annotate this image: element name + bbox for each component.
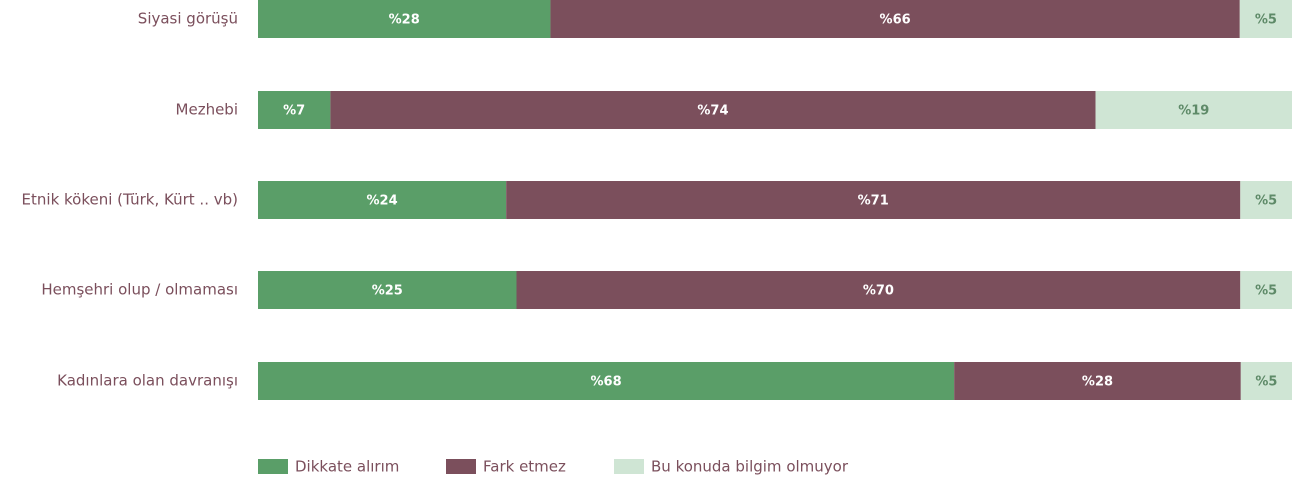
legend-label: Bu konuda bilgim olmuyor xyxy=(651,458,849,476)
value-label: %5 xyxy=(1255,194,1277,209)
bar-segment xyxy=(1240,181,1292,219)
value-label: %5 xyxy=(1255,284,1277,299)
bar-segment xyxy=(1240,362,1292,400)
legend-swatch xyxy=(614,459,644,474)
legend-label: Fark etmez xyxy=(483,458,566,476)
bar-segment xyxy=(1239,0,1292,38)
value-label: %5 xyxy=(1255,375,1277,390)
value-label: %7 xyxy=(283,104,305,119)
value-label: %70 xyxy=(863,284,894,299)
bar-segment xyxy=(258,91,331,129)
bar-segment xyxy=(550,0,1240,38)
value-label: %71 xyxy=(858,194,889,209)
bar-segment xyxy=(1095,91,1292,129)
value-label: %74 xyxy=(697,104,728,119)
category-label: Mezhebi xyxy=(176,101,238,119)
value-label: %24 xyxy=(367,194,398,209)
value-label: %5 xyxy=(1255,13,1277,28)
legend-label: Dikkate alırım xyxy=(295,458,399,476)
bar-segment xyxy=(258,362,955,400)
category-label: Etnik kökeni (Türk, Kürt .. vb) xyxy=(22,191,238,209)
category-label: Hemşehri olup / olmaması xyxy=(41,281,238,299)
bar-segment xyxy=(954,362,1241,400)
bar-segment xyxy=(330,91,1096,129)
bar-segment xyxy=(258,0,551,38)
bar-segment xyxy=(516,271,1241,309)
value-label: %28 xyxy=(389,13,420,28)
value-label: %68 xyxy=(591,375,622,390)
bar-segment xyxy=(258,271,517,309)
category-label: Kadınlara olan davranışı xyxy=(57,372,238,390)
legend-swatch xyxy=(446,459,476,474)
bar-segment xyxy=(506,181,1241,219)
value-label: %66 xyxy=(880,13,911,28)
legend-swatch xyxy=(258,459,288,474)
bar-segment xyxy=(258,181,507,219)
value-label: %28 xyxy=(1082,375,1113,390)
category-label: Siyasi görüşü xyxy=(138,10,238,28)
bar-segment xyxy=(1240,271,1292,309)
value-label: %19 xyxy=(1178,104,1209,119)
value-label: %25 xyxy=(372,284,403,299)
